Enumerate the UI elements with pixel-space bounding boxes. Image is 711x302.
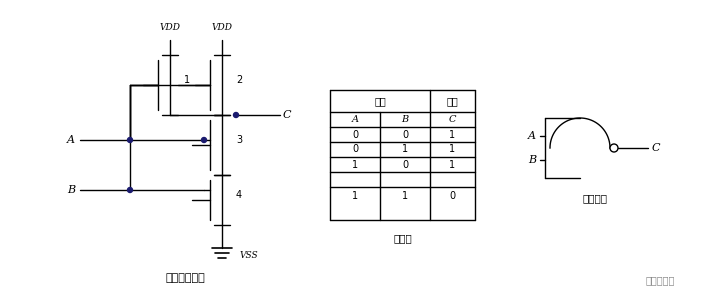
Text: A: A <box>351 114 358 124</box>
Text: 1: 1 <box>449 144 456 155</box>
Text: 真值表: 真值表 <box>393 233 412 243</box>
Text: C: C <box>449 114 456 124</box>
Text: 1: 1 <box>352 159 358 169</box>
Circle shape <box>233 113 238 117</box>
Text: 逻辑符号: 逻辑符号 <box>582 193 607 203</box>
Text: C: C <box>652 143 661 153</box>
Text: 1: 1 <box>449 130 456 140</box>
Text: B: B <box>528 155 536 165</box>
Text: A: A <box>528 131 536 141</box>
Text: 0: 0 <box>352 130 358 140</box>
Text: 1: 1 <box>449 159 456 169</box>
Text: B: B <box>402 114 409 124</box>
Text: 0: 0 <box>402 130 408 140</box>
Text: C: C <box>283 110 292 120</box>
Circle shape <box>127 188 132 192</box>
Text: 1: 1 <box>352 191 358 201</box>
Text: 面包板社区: 面包板社区 <box>646 275 675 285</box>
Text: A: A <box>67 135 75 145</box>
Text: VDD: VDD <box>159 23 181 32</box>
Text: 1: 1 <box>402 144 408 155</box>
Circle shape <box>610 144 618 152</box>
Text: 0: 0 <box>402 159 408 169</box>
Text: 4: 4 <box>236 190 242 200</box>
Circle shape <box>201 137 206 143</box>
Text: B: B <box>67 185 75 195</box>
Text: 输入: 输入 <box>374 96 386 106</box>
Circle shape <box>127 137 132 143</box>
Text: VSS: VSS <box>240 250 259 259</box>
Text: 输出: 输出 <box>447 96 459 106</box>
Text: 0: 0 <box>352 144 358 155</box>
Text: 1: 1 <box>402 191 408 201</box>
Text: 3: 3 <box>236 135 242 145</box>
Text: VDD: VDD <box>211 23 232 32</box>
Text: 2: 2 <box>236 75 242 85</box>
Text: 0: 0 <box>449 191 456 201</box>
Text: 1: 1 <box>184 75 190 85</box>
Text: 与非门原理图: 与非门原理图 <box>165 273 205 283</box>
